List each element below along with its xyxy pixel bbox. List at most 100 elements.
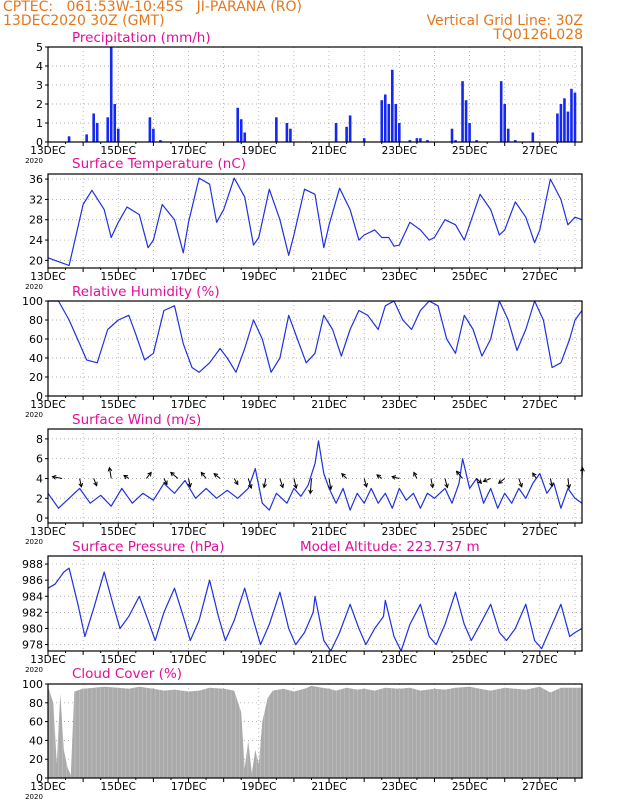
y-tick-label: 100 xyxy=(22,678,43,691)
wind-vector-head xyxy=(279,483,285,489)
precip-bar xyxy=(563,98,566,142)
x-tick-label: 27DEC xyxy=(522,781,557,793)
x-year-label: 2020 xyxy=(25,157,43,165)
wind-vector xyxy=(341,473,347,479)
wind-vector xyxy=(430,478,434,488)
panel-frame xyxy=(47,683,583,779)
wind-vector xyxy=(163,478,168,485)
wind-vector-head xyxy=(532,472,537,478)
precip-bar xyxy=(475,140,478,142)
wind-vector xyxy=(233,478,239,485)
x-tick-label: 17DEC xyxy=(171,781,206,793)
panel-rh xyxy=(45,300,583,400)
precip-bar xyxy=(113,104,117,142)
precip-bar xyxy=(152,128,155,142)
x-tick-label: 17DEC xyxy=(171,271,206,283)
wind-vector xyxy=(456,470,463,479)
y-tick-label: 988 xyxy=(22,558,43,571)
y-tick-label: 36 xyxy=(29,173,43,186)
y-tick-label: 4 xyxy=(36,472,43,485)
wind-vector-head xyxy=(482,478,488,483)
y-tick-label: 20 xyxy=(29,254,43,267)
wind-vector-head xyxy=(163,480,168,486)
y-tick-label: 32 xyxy=(29,193,43,206)
wind-vector xyxy=(213,473,221,479)
x-year-label: 2020 xyxy=(25,793,43,800)
x-year-label: 2020 xyxy=(25,283,43,291)
wind-vector-head xyxy=(234,480,239,486)
precip-bar xyxy=(531,132,535,142)
wind-vector-head xyxy=(429,483,435,489)
wind-vector-head xyxy=(248,484,253,490)
precip-bar xyxy=(506,128,510,142)
x-tick-label: 23DEC xyxy=(382,145,417,157)
x-tick-label: 27DEC xyxy=(522,526,557,538)
wind-vector xyxy=(476,478,482,484)
x-tick-label: 15DEC xyxy=(101,145,136,157)
panel-cloud xyxy=(45,683,583,782)
x-tick-label: 17DEC xyxy=(171,654,206,666)
wind-vector xyxy=(413,472,418,479)
wind-vector xyxy=(391,476,400,479)
wind-vector-head xyxy=(341,472,346,478)
precip-bar xyxy=(362,138,366,142)
precip-bar xyxy=(289,128,292,142)
header-model-code: TQ0126L028 xyxy=(493,27,583,43)
wind-vector xyxy=(52,476,63,479)
precip-bar xyxy=(461,81,464,142)
wind-vector-head xyxy=(308,489,313,495)
wind-vector-head xyxy=(169,471,175,477)
wind-vector-head xyxy=(93,481,98,487)
wind-vector xyxy=(309,478,312,494)
x-tick-label: 21DEC xyxy=(311,781,346,793)
y-tick-label: 5 xyxy=(36,41,43,54)
y-tick-label: 2 xyxy=(36,98,43,111)
precip-bar xyxy=(67,136,71,142)
wind-vector xyxy=(108,467,112,479)
x-tick-label: 13DEC xyxy=(30,526,65,538)
y-tick-label: 20 xyxy=(29,753,43,766)
x-tick-label: 23DEC xyxy=(382,781,417,793)
wind-vector-head xyxy=(200,471,206,477)
wind-vector xyxy=(93,478,98,486)
wind-vector-head xyxy=(566,484,572,490)
precip-bar xyxy=(566,111,570,142)
x-tick-label: 17DEC xyxy=(171,145,206,157)
x-tick-label: 23DEC xyxy=(382,526,417,538)
wind-vector xyxy=(549,478,553,487)
cloud-area xyxy=(48,685,582,778)
y-tick-label: 2 xyxy=(36,492,43,505)
x-tick-label: 19DEC xyxy=(241,526,276,538)
wind-vector-head xyxy=(293,484,298,490)
wind-vector-head xyxy=(327,485,333,491)
x-year-label: 2020 xyxy=(25,538,43,546)
precip-bar xyxy=(573,92,577,142)
precip-bar xyxy=(243,132,247,142)
x-tick-label: 19DEC xyxy=(241,399,276,411)
wind-vector-head xyxy=(413,471,418,477)
altitude-label: Model Altitude: 223.737 m xyxy=(300,539,480,555)
wind-vector-head xyxy=(455,470,461,476)
wind-vector xyxy=(247,478,252,489)
x-year-label: 2020 xyxy=(25,411,43,419)
y-tick-label: 8 xyxy=(36,433,43,446)
precip-bar xyxy=(236,107,240,142)
precip-bar xyxy=(570,88,573,142)
x-tick-label: 15DEC xyxy=(101,526,136,538)
x-tick-label: 25DEC xyxy=(452,145,487,157)
x-tick-label: 19DEC xyxy=(241,781,276,793)
x-tick-label: 21DEC xyxy=(311,145,346,157)
x-tick-label: 25DEC xyxy=(452,526,487,538)
precip-bar xyxy=(95,123,99,142)
wind-vector-head xyxy=(363,482,368,488)
wind-vector xyxy=(145,472,152,479)
precip-bar xyxy=(454,140,457,142)
precip-bar xyxy=(148,117,152,142)
wind-vector xyxy=(188,478,191,487)
wind-vector xyxy=(79,478,82,487)
y-tick-label: 986 xyxy=(22,574,43,587)
panel-pres xyxy=(45,555,583,655)
x-tick-label: 17DEC xyxy=(171,399,206,411)
pres-series-line xyxy=(47,567,583,652)
y-tick-label: 80 xyxy=(29,314,43,327)
